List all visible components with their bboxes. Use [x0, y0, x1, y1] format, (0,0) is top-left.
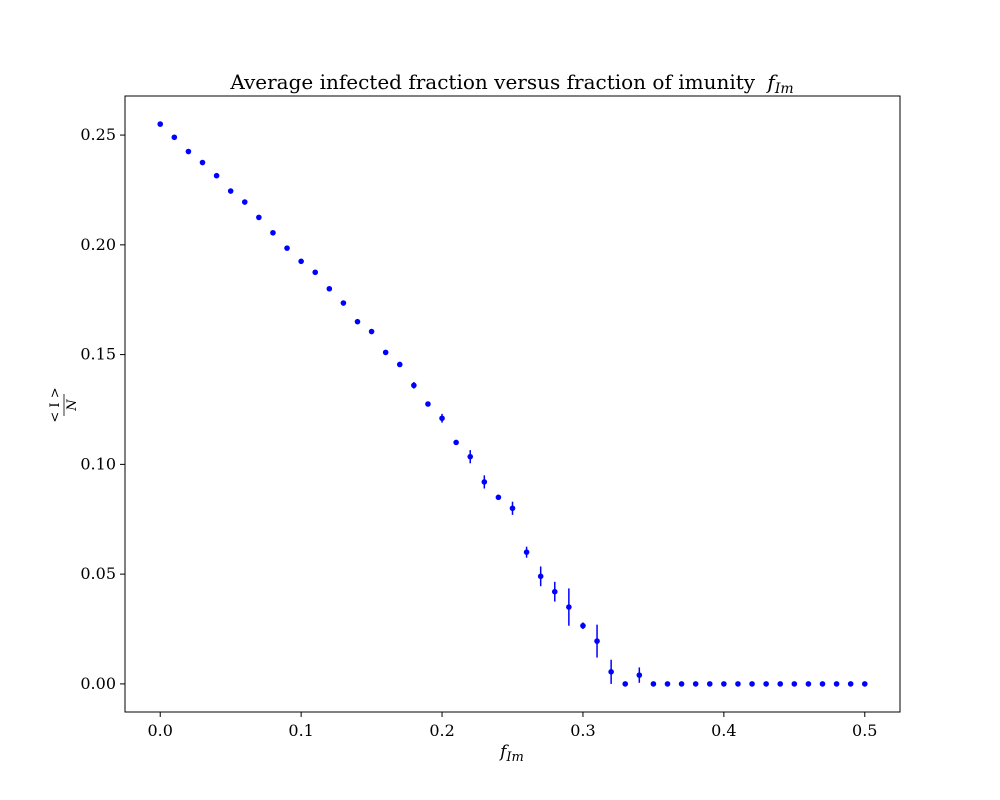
data-point	[368, 328, 375, 335]
y-axis-ticks: 0.00 0.05 0.10 0.15 0.20 0.25	[80, 125, 125, 693]
data-point	[622, 681, 629, 687]
chart-title-text: Average infected fraction versus fractio…	[229, 70, 755, 94]
y-tick-label: 0.25	[80, 125, 116, 144]
svg-text:Average infected fraction vers: Average infected fraction versus fractio…	[229, 70, 793, 97]
data-point	[551, 588, 558, 595]
data-point	[453, 439, 459, 446]
data-point	[270, 229, 276, 236]
data-point	[537, 573, 544, 580]
data-point	[199, 159, 206, 166]
data-point	[171, 134, 178, 141]
y-tick-label: 0.00	[80, 674, 116, 693]
data-point	[819, 681, 826, 687]
data-point	[594, 638, 600, 644]
y-tick-label: 0.20	[80, 235, 116, 254]
x-tick-label: 0.3	[570, 721, 595, 740]
data-point	[706, 681, 713, 687]
data-point	[411, 382, 417, 389]
data-points	[157, 121, 868, 687]
chart-title-math-sub: Im	[774, 81, 794, 97]
data-point	[340, 300, 347, 306]
data-point	[213, 172, 220, 179]
data-point	[735, 681, 741, 687]
data-point	[692, 681, 699, 687]
x-axis-label-base: f	[498, 742, 509, 762]
plot-area-frame	[124, 95, 901, 713]
data-point	[326, 285, 333, 292]
data-point	[608, 669, 614, 675]
data-point	[396, 361, 403, 368]
x-tick-label: 0.1	[288, 721, 313, 740]
data-point	[509, 505, 516, 512]
data-point	[425, 401, 431, 407]
data-point	[439, 415, 445, 422]
data-point	[763, 681, 769, 687]
x-axis-label-sub: Im	[505, 750, 523, 765]
x-tick-label: 0.4	[711, 721, 736, 740]
x-axis-label: fIm	[498, 742, 524, 765]
y-axis-label-denominator: N	[65, 399, 80, 412]
data-point	[284, 245, 290, 251]
data-point	[495, 494, 502, 501]
data-point	[298, 258, 304, 265]
data-point	[678, 681, 685, 687]
data-point	[312, 269, 319, 276]
data-point	[185, 148, 192, 155]
x-axis-ticks: 0.0 0.1 0.2 0.3 0.4 0.5	[148, 712, 877, 740]
data-point	[777, 681, 784, 687]
data-point	[241, 199, 248, 205]
data-point	[721, 681, 727, 687]
data-point	[636, 672, 643, 678]
y-axis-label-numerator: < I >	[48, 387, 63, 422]
data-point	[382, 349, 389, 356]
data-point	[227, 188, 234, 194]
data-point	[861, 681, 868, 687]
data-point	[805, 681, 812, 687]
x-tick-label: 0.2	[429, 721, 454, 740]
y-axis-label: < I > N	[48, 387, 80, 422]
data-point	[566, 604, 572, 610]
data-point	[467, 453, 474, 460]
y-tick-label: 0.05	[80, 564, 116, 583]
data-point	[791, 681, 798, 687]
data-point	[523, 549, 530, 555]
data-point	[580, 622, 586, 629]
data-point	[481, 479, 488, 485]
chart-title: Average infected fraction versus fractio…	[229, 70, 793, 97]
data-point	[256, 214, 262, 221]
data-point	[354, 318, 361, 325]
data-point	[833, 681, 840, 687]
x-tick-label: 0.5	[852, 721, 877, 740]
data-point	[749, 681, 755, 687]
svg-text:fIm: fIm	[498, 742, 524, 765]
y-tick-label: 0.15	[80, 345, 116, 364]
x-tick-label: 0.0	[148, 721, 173, 740]
data-point	[847, 681, 854, 687]
data-point	[157, 121, 164, 127]
data-point	[650, 681, 657, 687]
data-point	[664, 681, 671, 687]
y-tick-label: 0.10	[80, 454, 116, 473]
